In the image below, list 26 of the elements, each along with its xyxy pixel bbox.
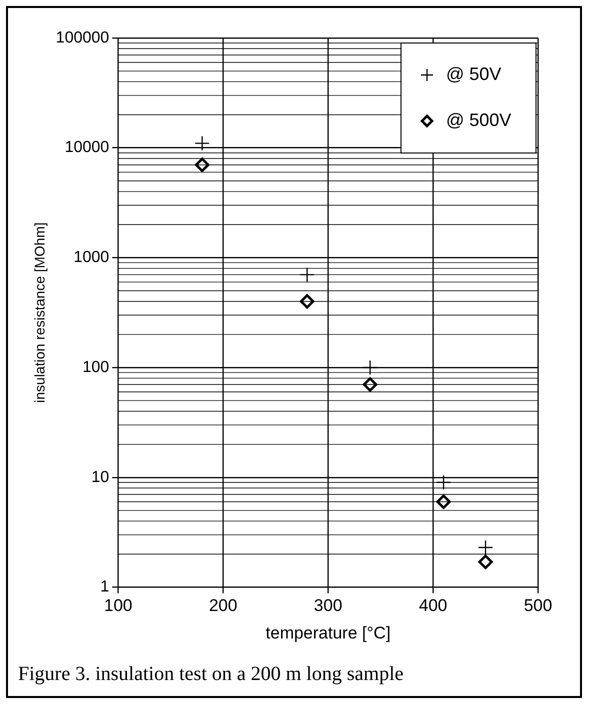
point — [194, 136, 210, 151]
point — [478, 554, 493, 570]
point — [362, 377, 378, 392]
legend-label: @ 50V — [446, 64, 502, 84]
caption: Figure 3. insulation test on a 200 m long sample — [18, 663, 404, 686]
x-tick-label: 200 — [208, 596, 238, 616]
y-tick-label: 10 — [91, 468, 110, 486]
x-tick-label: 300 — [314, 596, 342, 616]
y-axis-title: insulation resistance [MOhm] — [31, 222, 48, 403]
point — [362, 360, 378, 376]
y-tick-label: 10000 — [64, 139, 110, 156]
point — [194, 158, 210, 172]
y-tick-label: 100 — [82, 358, 110, 376]
x-tick-label: 100 — [104, 596, 132, 616]
point — [478, 540, 494, 556]
x-axis-title: temperature [°C] — [266, 623, 391, 642]
y-tick-label: 1 — [100, 578, 110, 596]
y-tick-label: 100000 — [56, 29, 110, 46]
y-tick-label: 1000 — [74, 249, 110, 266]
point — [436, 494, 451, 509]
x-tick-label: 500 — [524, 596, 552, 616]
point — [300, 294, 314, 309]
legend-label: @ 500V — [446, 110, 512, 130]
point — [436, 474, 452, 490]
point — [300, 267, 315, 282]
x-tick-label: 400 — [418, 596, 448, 616]
